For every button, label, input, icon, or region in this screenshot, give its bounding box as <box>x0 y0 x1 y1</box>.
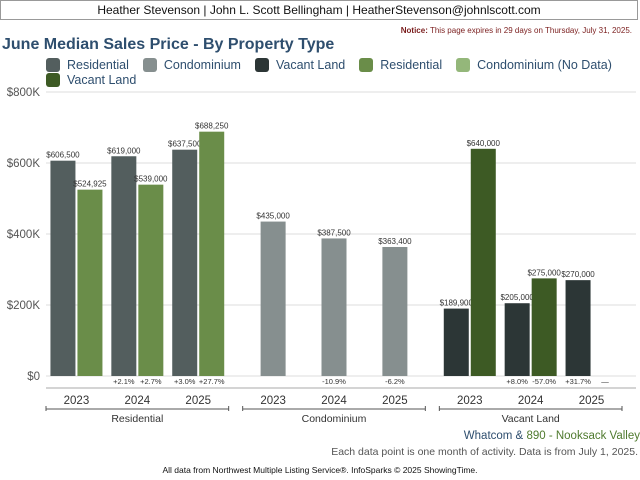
x-tick-label: 2023 <box>457 395 483 407</box>
chart-title: June Median Sales Price - By Property Ty… <box>2 36 335 53</box>
bar <box>321 238 347 376</box>
data-label: $270,000 <box>561 270 595 279</box>
region-sub: 890 - Nooksack Valley <box>526 430 640 442</box>
change-label: +2.1% <box>113 377 135 386</box>
legend-label: Condominium <box>163 57 241 72</box>
bar <box>443 308 469 376</box>
legend-label: Residential <box>380 57 443 72</box>
x-tick-label: 2025 <box>579 395 605 407</box>
bar <box>111 156 137 376</box>
change-label: — <box>601 377 609 386</box>
legend-swatch <box>456 57 471 72</box>
change-label: +31.7% <box>565 377 591 386</box>
notice-text: This page expires in 29 days on Thursday… <box>429 26 632 35</box>
data-label: $524,925 <box>73 180 107 189</box>
x-tick-label: 2023 <box>64 395 90 407</box>
region-main: Whatcom & <box>463 430 524 442</box>
bar <box>260 221 286 376</box>
data-label: $640,000 <box>467 139 501 148</box>
legend-item[interactable]: Condominium <box>142 57 241 72</box>
legend-label: Condominium (No Data) <box>477 57 612 72</box>
data-label: $619,000 <box>107 146 141 155</box>
bar <box>172 149 198 376</box>
legend-item[interactable]: Condominium (No Data) <box>456 57 612 72</box>
data-label: $606,500 <box>46 151 80 160</box>
region-label: Whatcom & 890 - Nooksack Valley <box>464 430 640 442</box>
y-tick-label: $600K <box>7 158 41 170</box>
data-label: $189,900 <box>440 299 474 308</box>
bar <box>138 184 164 376</box>
x-tick-label: 2024 <box>321 395 347 407</box>
x-tick-label: 2025 <box>382 395 408 407</box>
x-tick-label: 2024 <box>518 395 544 407</box>
group-label: Residential <box>111 413 163 425</box>
data-label: $539,000 <box>134 175 168 184</box>
bar <box>531 278 557 376</box>
y-tick-label: $0 <box>27 371 40 383</box>
legend-item[interactable]: Vacant Land <box>254 57 346 72</box>
bar <box>77 189 103 376</box>
y-tick-label: $200K <box>7 300 41 312</box>
data-label: $435,000 <box>256 212 290 221</box>
legend-item[interactable]: Residential <box>46 57 129 72</box>
legend-label: Vacant Land <box>67 72 137 87</box>
group-label: Vacant Land <box>502 413 560 425</box>
data-label: $363,400 <box>378 237 412 246</box>
change-label: +3.0% <box>174 377 196 386</box>
contact-header: Heather Stevenson | John L. Scott Bellin… <box>0 0 638 20</box>
bar <box>199 131 225 376</box>
legend-item[interactable]: Vacant Land <box>46 72 136 87</box>
legend-label: Residential <box>67 57 129 72</box>
x-tick-label: 2023 <box>260 395 286 407</box>
data-label: $205,000 <box>500 293 534 302</box>
bar <box>470 148 496 376</box>
change-label: -6.2% <box>385 377 405 386</box>
legend-label: Vacant Land <box>275 57 346 72</box>
bar <box>565 280 591 376</box>
change-label: -57.0% <box>532 377 556 386</box>
y-tick-label: $800K <box>7 87 41 99</box>
legend-swatch <box>142 57 157 72</box>
data-label: $688,250 <box>195 122 229 131</box>
legend-swatch <box>254 57 269 72</box>
legend-swatch <box>46 57 60 72</box>
legend-swatch <box>359 57 374 72</box>
change-label: -10.9% <box>322 377 346 386</box>
data-label: $637,500 <box>168 140 202 149</box>
data-label: $387,500 <box>317 228 351 237</box>
x-tick-label: 2025 <box>185 395 211 407</box>
legend-item[interactable]: Residential <box>359 57 442 72</box>
chart-legend: Residential Condominium Vacant Land Residen… <box>46 57 636 87</box>
bar <box>50 160 76 376</box>
change-label: +2.7% <box>140 377 162 386</box>
bar <box>504 303 530 376</box>
change-label: +27.7% <box>199 377 225 386</box>
expiry-notice: Notice: This page expires in 29 days on … <box>401 26 632 35</box>
notice-label: Notice: <box>400 26 428 35</box>
y-tick-label: $400K <box>7 229 41 241</box>
data-label: $275,000 <box>527 268 561 277</box>
bar <box>382 246 408 376</box>
legend-swatch <box>46 72 60 87</box>
x-tick-label: 2024 <box>125 395 151 407</box>
change-label: +8.0% <box>506 377 528 386</box>
group-label: Condominium <box>302 413 367 425</box>
footer-credit: All data from Northwest Multiple Listing… <box>162 465 478 475</box>
bar-chart: $0 $200K $400K $600K $800K $606,500 $524,925 20… <box>7 87 636 425</box>
data-note: Each data point is one month of activity… <box>331 446 638 458</box>
